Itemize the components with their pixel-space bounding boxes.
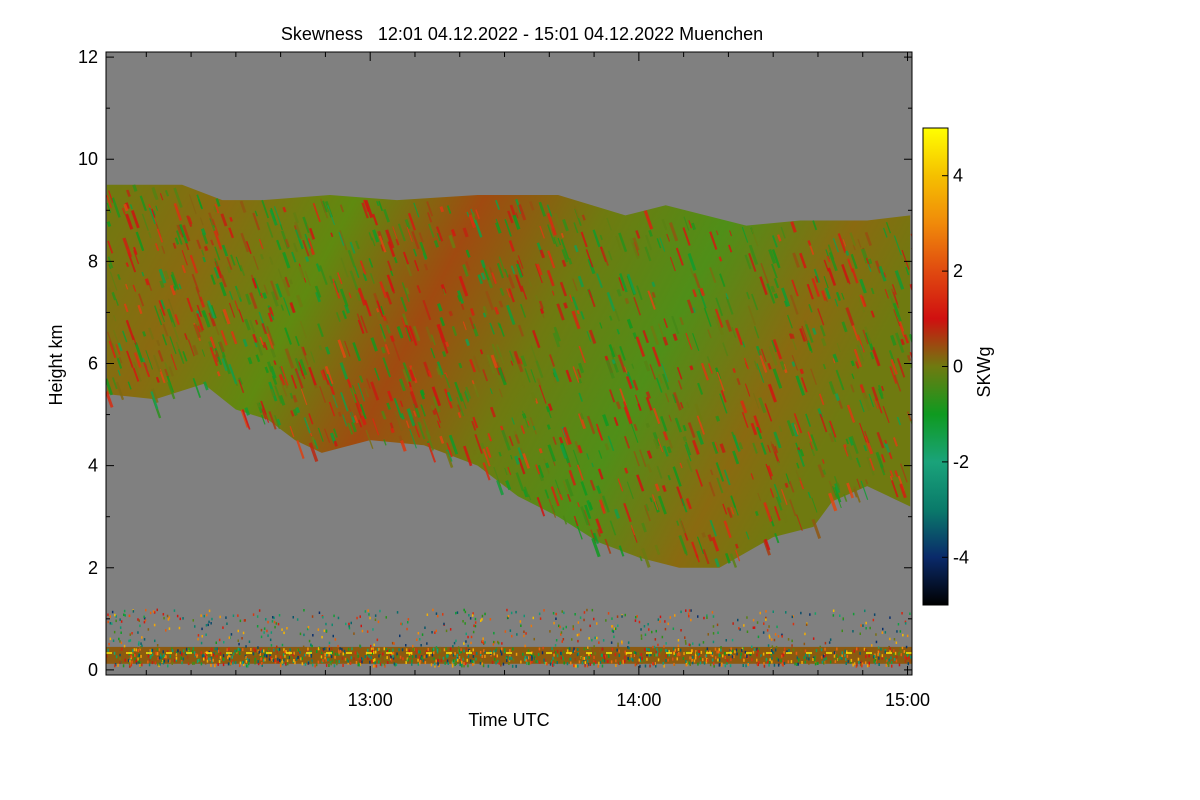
colorbar-tick-label: 2 bbox=[953, 261, 963, 281]
y-tick-label: 12 bbox=[78, 47, 98, 67]
skewness-field bbox=[106, 184, 912, 668]
boundary-layer-returns bbox=[106, 608, 912, 668]
cloud-texture bbox=[106, 184, 912, 568]
y-tick-label: 0 bbox=[88, 660, 98, 680]
y-axis-label: Height km bbox=[46, 324, 66, 405]
colorbar-tick-label: -2 bbox=[953, 452, 969, 472]
x-tick-label: 15:00 bbox=[885, 690, 930, 710]
colorbar-tick-label: -4 bbox=[953, 547, 969, 567]
y-tick-label: 4 bbox=[88, 456, 98, 476]
y-axis: 0 2 4 6 8 10 12 bbox=[78, 47, 912, 680]
x-tick-label: 14:00 bbox=[616, 690, 661, 710]
y-tick-label: 2 bbox=[88, 558, 98, 578]
colorbar-ticks: 4 2 0 -2 -4 bbox=[942, 166, 969, 567]
y-tick-label: 8 bbox=[88, 251, 98, 271]
x-tick-label: 13:00 bbox=[348, 690, 393, 710]
x-axis: 13:00 14:00 15:00 bbox=[145, 52, 930, 710]
chart-title: Skewness 12:01 04.12.2022 - 15:01 04.12.… bbox=[281, 24, 763, 44]
y-tick-label: 6 bbox=[88, 354, 98, 374]
colorbar-tick-label: 0 bbox=[953, 357, 963, 377]
x-axis-label: Time UTC bbox=[468, 710, 549, 730]
cloud-layer bbox=[106, 184, 911, 568]
y-tick-label: 10 bbox=[78, 149, 98, 169]
colorbar: 4 2 0 -2 -4 SKWg bbox=[922, 127, 994, 606]
colorbar-tick-label: 4 bbox=[953, 166, 963, 186]
colorbar-label: SKWg bbox=[974, 346, 994, 397]
plot-area bbox=[105, 51, 913, 676]
